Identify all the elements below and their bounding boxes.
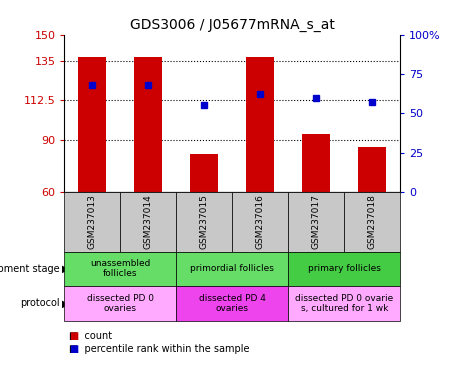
Text: GSM237014: GSM237014 bbox=[144, 194, 152, 249]
Text: dissected PD 4
ovaries: dissected PD 4 ovaries bbox=[198, 294, 265, 313]
Text: GSM237016: GSM237016 bbox=[255, 194, 264, 249]
Text: dissected PD 0
ovaries: dissected PD 0 ovaries bbox=[87, 294, 153, 313]
Text: unassembled
follicles: unassembled follicles bbox=[90, 259, 150, 278]
Text: development stage: development stage bbox=[0, 264, 60, 274]
Bar bbox=[246, 57, 274, 192]
Title: GDS3006 / J05677mRNA_s_at: GDS3006 / J05677mRNA_s_at bbox=[129, 18, 334, 32]
Text: primary follicles: primary follicles bbox=[307, 264, 380, 273]
Bar bbox=[302, 134, 330, 192]
Text: ▶: ▶ bbox=[62, 264, 69, 274]
Text: dissected PD 0 ovarie
s, cultured for 1 wk: dissected PD 0 ovarie s, cultured for 1 … bbox=[295, 294, 392, 313]
Text: ■: ■ bbox=[69, 331, 78, 341]
Text: ■  count: ■ count bbox=[69, 331, 112, 341]
Bar bbox=[190, 154, 218, 192]
Text: ▶: ▶ bbox=[62, 298, 69, 308]
Text: GSM237018: GSM237018 bbox=[367, 194, 376, 249]
Text: protocol: protocol bbox=[20, 298, 60, 308]
Bar bbox=[358, 147, 386, 192]
Text: primordial follicles: primordial follicles bbox=[190, 264, 274, 273]
Text: ■  percentile rank within the sample: ■ percentile rank within the sample bbox=[69, 344, 249, 354]
Text: GSM237015: GSM237015 bbox=[199, 194, 208, 249]
Text: GSM237017: GSM237017 bbox=[311, 194, 320, 249]
Text: ■: ■ bbox=[69, 344, 78, 354]
Bar bbox=[78, 57, 106, 192]
Bar bbox=[134, 57, 162, 192]
Text: GSM237013: GSM237013 bbox=[88, 194, 97, 249]
